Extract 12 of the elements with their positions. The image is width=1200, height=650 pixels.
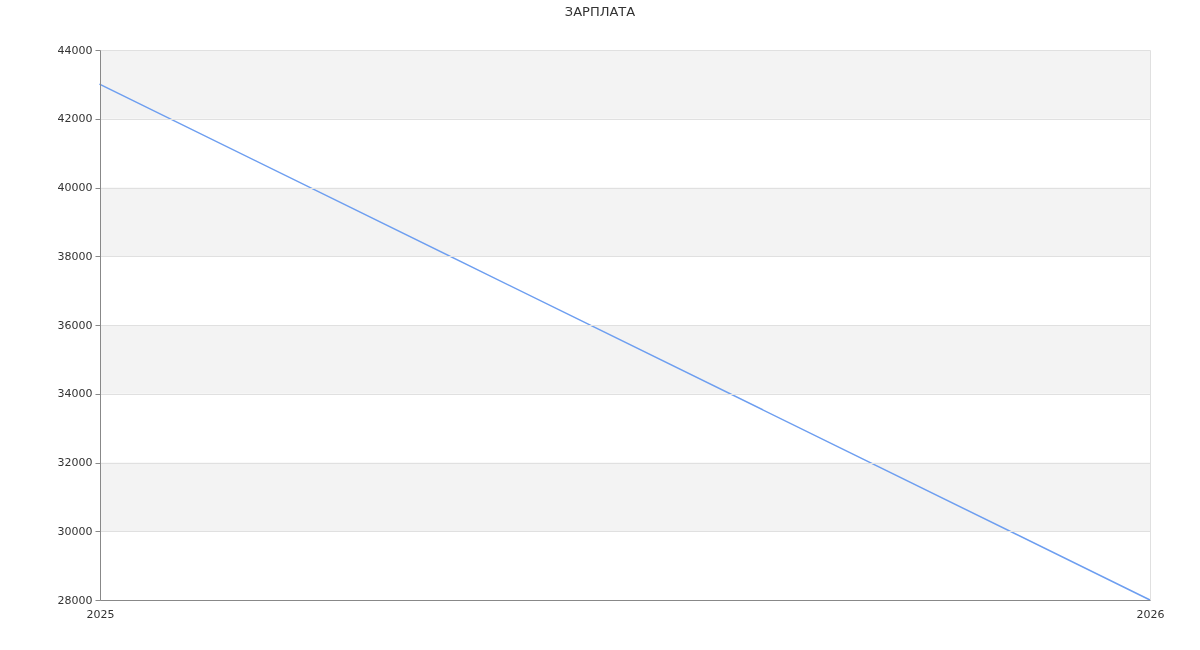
y-tick-label: 38000 <box>57 249 93 263</box>
y-tick-label: 30000 <box>57 524 93 538</box>
y-tick-label: 44000 <box>57 43 93 57</box>
x-tick-label: 2026 <box>1136 607 1165 621</box>
x-tick-label: 2025 <box>86 607 115 621</box>
y-tick-label: 42000 <box>57 112 93 126</box>
y-tick-label: 28000 <box>57 593 93 607</box>
y-tick-label: 32000 <box>57 456 93 469</box>
chart-title: ЗАРПЛАТА <box>564 4 636 19</box>
y-tick-label: 34000 <box>57 387 93 401</box>
y-tick-label: 40000 <box>57 181 93 194</box>
y-tick-label: 36000 <box>57 318 93 332</box>
